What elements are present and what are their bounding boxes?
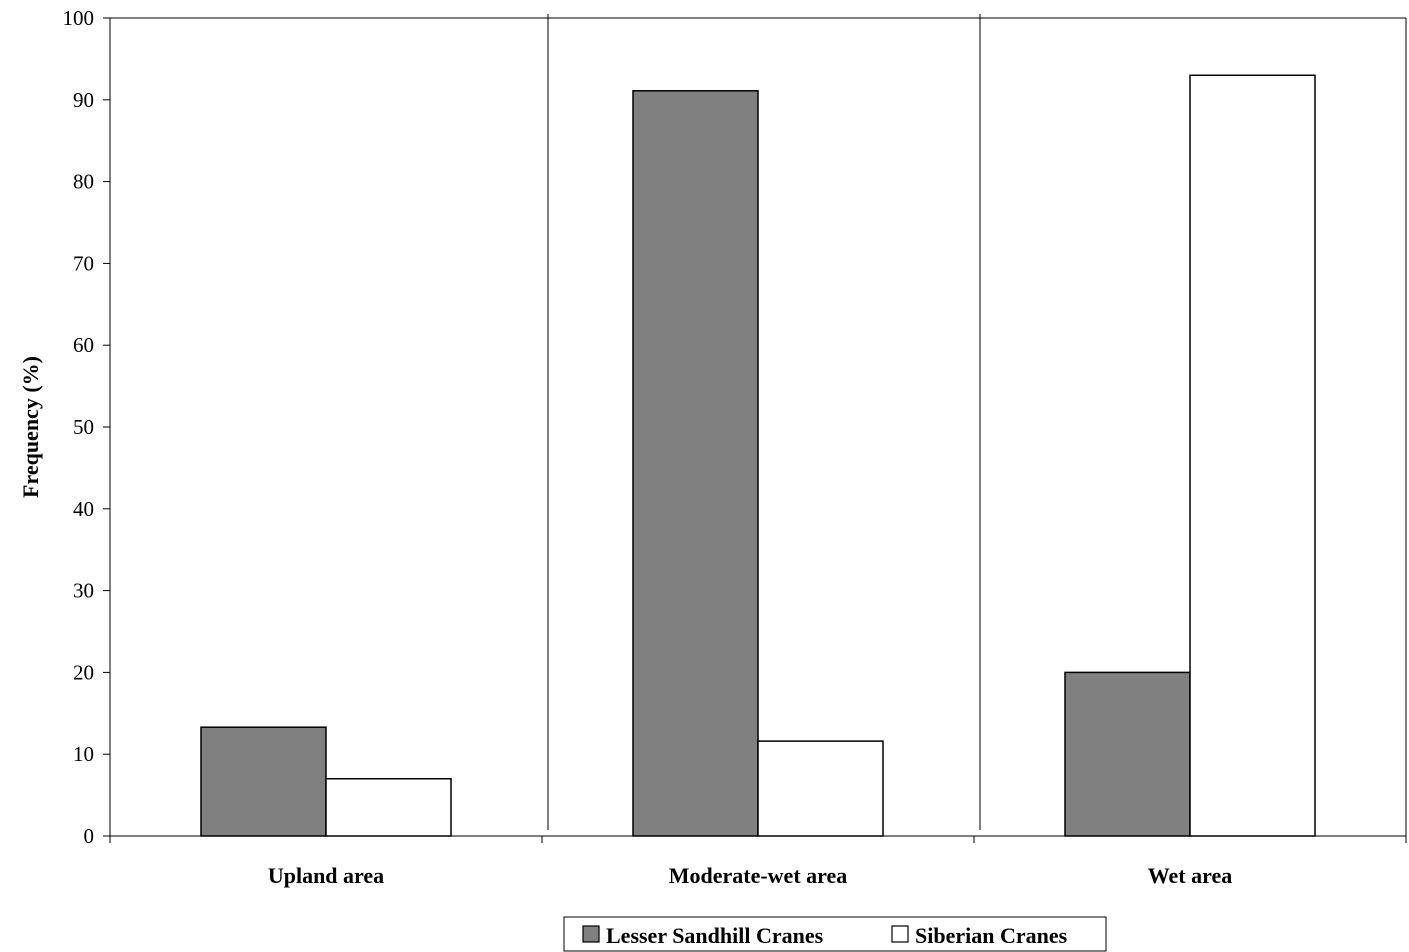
bar-siberian bbox=[1189, 74, 1316, 837]
y-tick-label: 30 bbox=[73, 579, 94, 603]
legend-swatch bbox=[891, 925, 909, 943]
bar-siberian bbox=[325, 777, 452, 837]
plot-frame bbox=[110, 17, 1407, 836]
x-category-label: Upland area bbox=[268, 863, 384, 888]
x-category-label: Moderate-wet area bbox=[669, 863, 848, 888]
y-tick-label: 10 bbox=[73, 742, 94, 766]
x-axis: Upland area Moderate-wet area Wet area bbox=[109, 835, 1407, 888]
y-axis: 0 10 20 30 40 50 60 70 80 90 100 bbox=[63, 6, 111, 848]
bars bbox=[200, 74, 1316, 837]
bar-siberian bbox=[757, 740, 884, 837]
legend-box bbox=[563, 916, 1107, 952]
bar-lesser-sandhill bbox=[632, 90, 759, 837]
y-tick-label: 50 bbox=[73, 415, 94, 439]
legend-swatch bbox=[582, 925, 600, 943]
y-tick-label: 0 bbox=[84, 824, 95, 848]
legend-label: Lesser Sandhill Cranes bbox=[606, 923, 824, 948]
y-tick-label: 60 bbox=[73, 333, 94, 357]
y-tick-label: 20 bbox=[73, 660, 94, 684]
y-tick-label: 70 bbox=[73, 251, 94, 275]
y-axis-title: Frequency (%) bbox=[18, 356, 43, 498]
category-dividers bbox=[547, 14, 981, 830]
bar-lesser-sandhill bbox=[1064, 671, 1191, 837]
y-tick-label: 100 bbox=[63, 6, 95, 30]
y-tick-label: 80 bbox=[73, 170, 94, 194]
legend: Lesser Sandhill Cranes Siberian Cranes bbox=[563, 916, 1107, 952]
legend-label: Siberian Cranes bbox=[915, 923, 1068, 948]
x-category-label: Wet area bbox=[1148, 863, 1233, 888]
y-tick-label: 40 bbox=[73, 497, 94, 521]
bar-lesser-sandhill bbox=[200, 726, 327, 837]
y-tick-label: 90 bbox=[73, 88, 94, 112]
